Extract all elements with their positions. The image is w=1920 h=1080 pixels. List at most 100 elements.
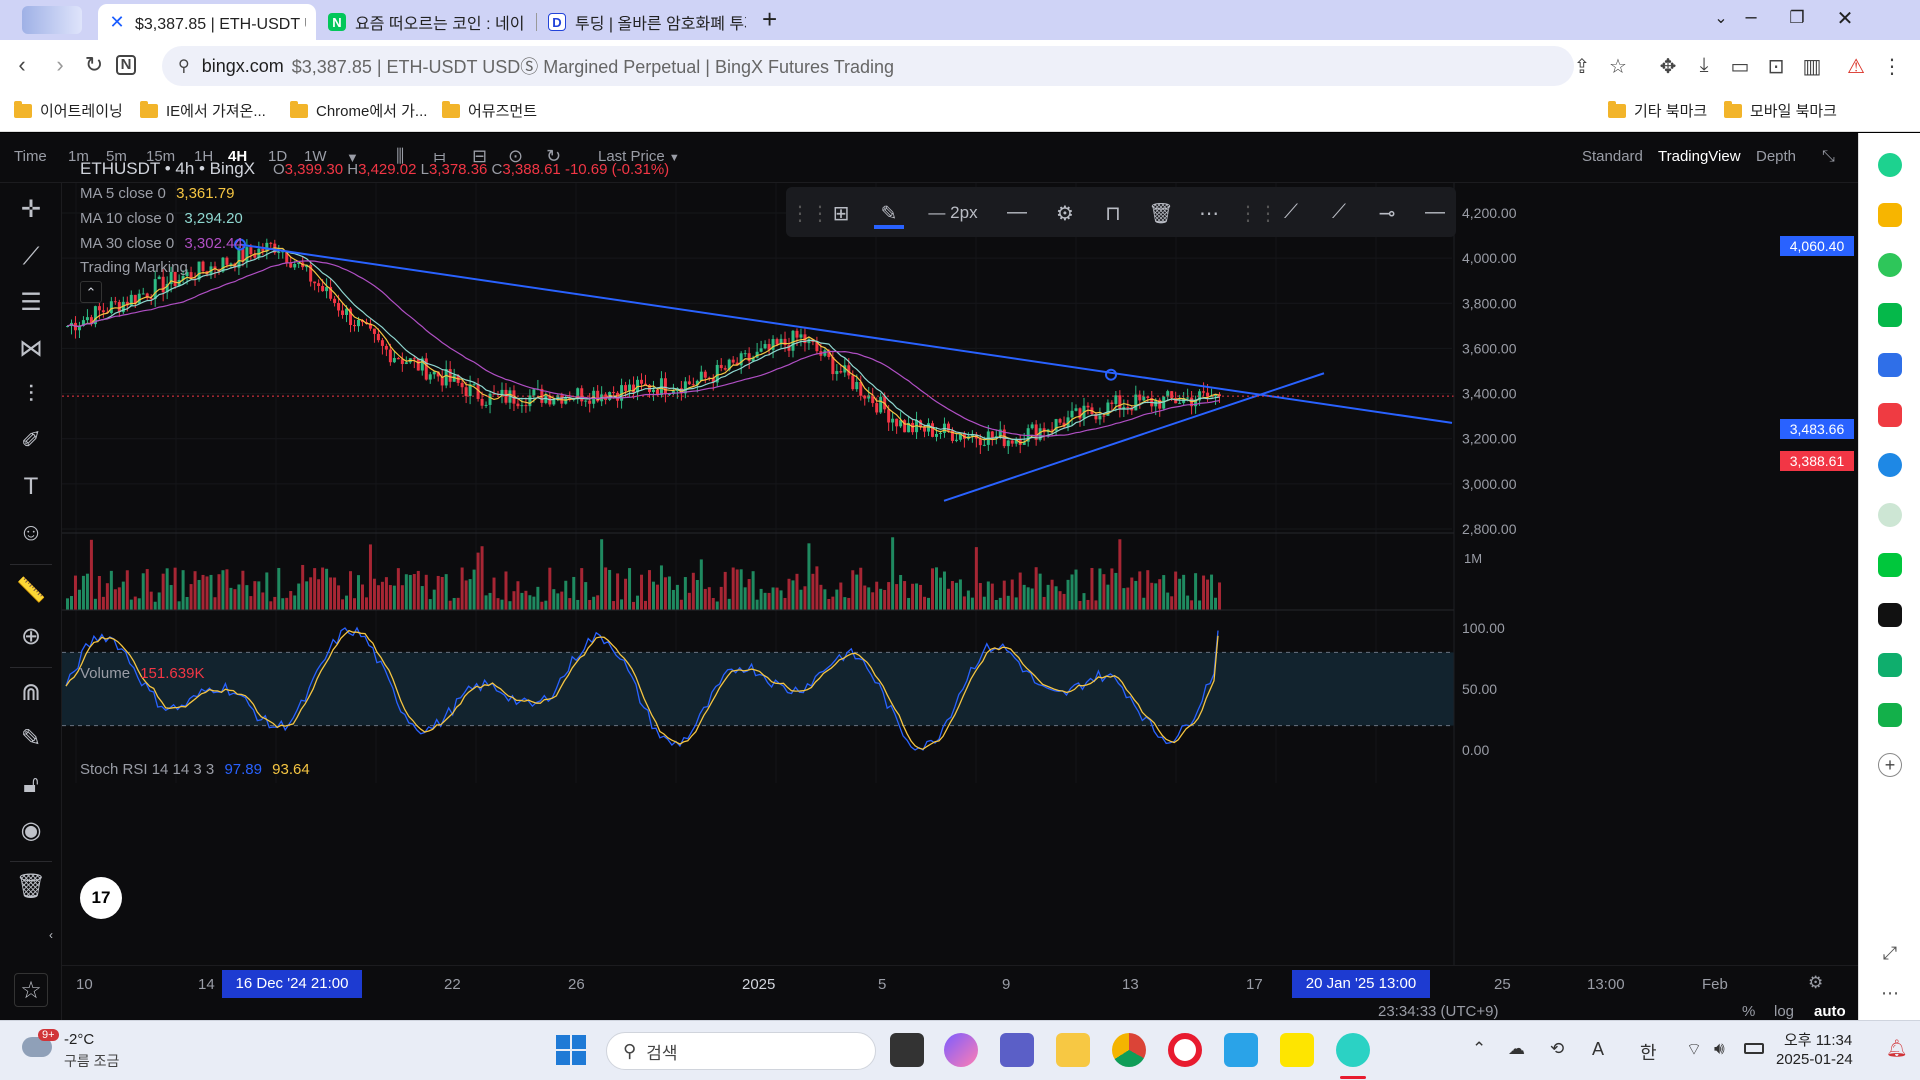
delete-icon[interactable]: 🗑︎ [1148, 203, 1174, 225]
lock-open-icon[interactable]: ⊓ [1105, 203, 1121, 225]
close-window-icon[interactable]: ✕ [1836, 8, 1854, 30]
favorites-star-icon[interactable]: ☆ [14, 973, 48, 1007]
video-icon[interactable]: ▭ [1730, 56, 1750, 78]
tray-chevron-icon[interactable]: ⌃ [1472, 1039, 1487, 1058]
notepad-icon[interactable] [1224, 1033, 1258, 1067]
sidebar-icon[interactable]: ▥ [1802, 56, 1822, 78]
bookmark-folder[interactable]: 기타 북마크 [1608, 100, 1707, 121]
kakaotalk-icon[interactable] [1280, 1033, 1314, 1067]
percent-scale-toggle[interactable]: % [1742, 1003, 1756, 1020]
teams-icon[interactable] [1000, 1033, 1034, 1067]
webtoon-icon[interactable] [1878, 553, 1902, 577]
whale-green-circle-icon[interactable] [1878, 153, 1902, 177]
volume-icon[interactable]: 🔊︎ [1714, 1039, 1725, 1058]
bookmark-folder[interactable]: 어뮤즈먼트 [442, 100, 537, 121]
battery-icon[interactable] [1744, 1043, 1764, 1054]
add-panel-icon[interactable]: + [1878, 753, 1902, 777]
calendar-icon[interactable] [1878, 353, 1902, 377]
horizontal-ray-icon[interactable]: ⊸ [1378, 203, 1396, 225]
mode-tradingview[interactable]: TradingView [1658, 148, 1741, 165]
magnet-icon[interactable]: ⋒ [20, 679, 42, 706]
collapse-icon[interactable]: ‹ [49, 928, 53, 942]
interval-4h[interactable]: 4H [228, 148, 248, 165]
notification-bell-icon[interactable]: 🔔︎ [1886, 1039, 1908, 1058]
drag-handle-icon[interactable]: ⋮⋮ [790, 203, 830, 225]
pocket-icon[interactable] [1878, 403, 1902, 427]
clock-time[interactable]: 오후 11:34 [1784, 1032, 1853, 1049]
horizontal-lines-icon[interactable]: ☰ [20, 289, 42, 316]
cloud-icon[interactable] [1878, 253, 1902, 277]
more-icon[interactable]: ⋯ [1199, 203, 1219, 225]
copilot-icon[interactable] [944, 1033, 978, 1067]
extensions-icon[interactable]: ✥ [1659, 56, 1677, 78]
more-panel-icon[interactable]: ⋯ [1881, 983, 1899, 1003]
bookmark-star-icon[interactable]: ☆ [1609, 56, 1627, 78]
wifi-icon[interactable]: ⌔ [1686, 1040, 1702, 1059]
ruler-icon[interactable]: 📏 [16, 577, 46, 604]
clock-date[interactable]: 2025-01-24 [1776, 1051, 1853, 1068]
whale-browser-icon[interactable] [1336, 1033, 1370, 1067]
interval-1w[interactable]: 1W [304, 148, 327, 165]
mode-standard[interactable]: Standard [1582, 148, 1643, 165]
bookmark-folder[interactable]: 이어트레이닝 [14, 100, 123, 121]
camera-icon[interactable]: ⊙ [508, 146, 524, 166]
interval-1d[interactable]: 1D [268, 148, 288, 165]
trend-line-tool-icon[interactable]: ⟋ [1284, 201, 1298, 223]
file-explorer-icon[interactable] [1056, 1033, 1090, 1067]
tab-naver[interactable]: N 요즘 떠오르는 코인 : 네이버 증 [318, 4, 534, 40]
text-icon[interactable]: T [23, 473, 39, 500]
reset-icon[interactable]: ↻ [546, 146, 562, 166]
chrome-icon[interactable] [1112, 1033, 1146, 1067]
template-icon[interactable]: ⊟ [472, 146, 488, 166]
open-external-icon[interactable]: ⤢ [1882, 943, 1898, 963]
horizontal-line-icon[interactable]: — [1425, 201, 1445, 223]
tab-tooding[interactable]: D 투딩 | 올바른 암호화폐 투자의 [538, 4, 756, 40]
ray-line-tool-icon[interactable]: ⟋ [1332, 201, 1346, 223]
maximize-icon[interactable]: ❐ [1789, 8, 1805, 27]
fib-icon[interactable]: ⫶ [28, 381, 34, 408]
reload-icon[interactable]: ↻ [84, 52, 104, 77]
interval-15m[interactable]: 15m [146, 148, 176, 165]
chat-icon[interactable] [1878, 303, 1902, 327]
address-bar[interactable]: ⚲ bingx.com $3,387.85 | ETH-USDT USDⓈ Ma… [162, 46, 1574, 86]
minimize-icon[interactable]: – [1745, 6, 1757, 28]
auto-scale-toggle[interactable]: auto [1814, 1003, 1846, 1020]
lock-icon[interactable]: 🔓︎ [23, 771, 39, 798]
settings-gear-icon[interactable]: ⚙ [1056, 203, 1074, 225]
task-view-icon[interactable] [890, 1033, 924, 1067]
zoom-in-icon[interactable]: ⊕ [20, 623, 42, 650]
mode-depth[interactable]: Depth [1756, 148, 1797, 165]
forward-icon[interactable]: › [56, 52, 64, 77]
trend-line-icon[interactable]: ⟋ [22, 243, 40, 270]
trash-icon[interactable]: 🗑︎ [15, 873, 47, 900]
emoji-icon[interactable]: ☺ [18, 519, 44, 546]
pencil-color-icon[interactable]: ✎ [874, 201, 904, 229]
crosshair-icon[interactable]: ✛ [20, 196, 42, 223]
log-scale-toggle[interactable]: log [1774, 1003, 1795, 1020]
bookmark-folder[interactable]: 모바일 북마크 [1724, 100, 1837, 121]
line-width-select[interactable]: — 2px [928, 203, 978, 222]
ime-mode[interactable]: A [1592, 1039, 1605, 1059]
price-type-select[interactable]: Last Price ▼ [598, 148, 680, 165]
pattern-icon[interactable]: ⋈ [19, 335, 43, 362]
opera-icon[interactable] [1168, 1033, 1202, 1067]
warning-icon[interactable]: ⚠ [1847, 56, 1865, 78]
translate-icon[interactable] [1878, 453, 1902, 477]
drag-handle-icon[interactable]: ⋮⋮ [1238, 203, 1278, 225]
fullscreen-icon[interactable]: ⤡ [1822, 148, 1835, 165]
indicators-icon[interactable]: ⫼ [396, 146, 405, 166]
tray-sync-icon[interactable]: ⟲ [1550, 1039, 1565, 1058]
eye-icon[interactable]: ◉ [20, 817, 42, 844]
interval-1m[interactable]: 1m [68, 148, 89, 165]
layout-grid-icon[interactable]: ⊞ [832, 203, 850, 225]
favorites-star-icon[interactable] [1878, 203, 1902, 227]
time-zone-settings-icon[interactable]: ⚙ [1808, 973, 1824, 992]
naver-whale-icon[interactable]: N [116, 55, 136, 75]
bookmark-folder[interactable]: IE에서 가져온... [140, 100, 266, 121]
weather-widget[interactable]: 9+ -2°C 구름 조금 [22, 1029, 142, 1073]
avatar-icon[interactable] [1878, 503, 1902, 527]
collapse-legend-icon[interactable]: ⌃ [80, 281, 102, 303]
language-indicator[interactable]: 한 [1640, 1043, 1657, 1063]
interval-5m[interactable]: 5m [106, 148, 127, 165]
brush-icon[interactable]: ✐ [20, 427, 42, 454]
